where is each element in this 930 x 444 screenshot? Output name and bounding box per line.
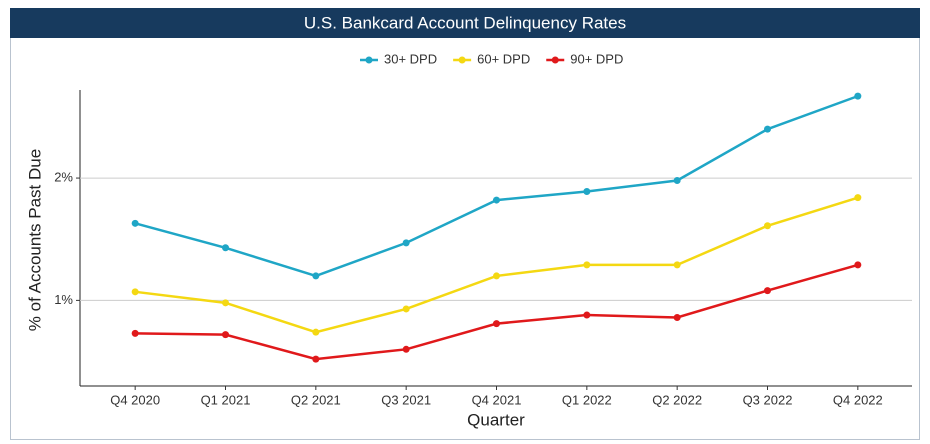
point [312, 355, 320, 363]
point [493, 196, 500, 204]
legend-label: 60+ DPD [477, 51, 530, 66]
point [673, 177, 681, 185]
point [131, 288, 139, 296]
x-axis-label: Quarter [467, 410, 525, 429]
legend-marker [365, 56, 373, 64]
x-tick-label: Q1 2021 [201, 392, 251, 407]
point [222, 244, 229, 252]
x-tick-label: Q4 2022 [833, 392, 883, 407]
x-tick-label: Q4 2020 [110, 392, 160, 407]
point [131, 329, 139, 337]
x-tick-label: Q3 2022 [743, 392, 793, 407]
x-tick-label: Q3 2021 [381, 392, 431, 407]
point [764, 222, 771, 230]
point [493, 320, 500, 328]
chart-title: U.S. Bankcard Account Delinquency Rates [304, 13, 626, 32]
point [222, 331, 229, 339]
x-tick-label: Q2 2021 [291, 392, 341, 407]
point [673, 261, 681, 269]
point [222, 299, 229, 307]
point [583, 188, 591, 196]
frame [10, 8, 920, 440]
point [402, 239, 410, 247]
y-tick-label: 2% [54, 170, 73, 185]
legend-label: 30+ DPD [384, 51, 437, 66]
point [131, 219, 139, 227]
x-tick-label: Q2 2022 [652, 392, 702, 407]
title-bar [10, 8, 920, 38]
x-tick-label: Q1 2022 [562, 392, 612, 407]
point [854, 194, 862, 202]
point [402, 305, 410, 313]
legend-label: 90+ DPD [570, 51, 623, 66]
point [312, 328, 320, 336]
legend-marker [551, 56, 559, 64]
point [583, 311, 591, 319]
point [402, 345, 410, 353]
point [673, 314, 681, 322]
legend-marker [458, 56, 466, 64]
point [583, 261, 591, 269]
point [764, 287, 771, 295]
point [854, 92, 862, 100]
point [493, 272, 500, 280]
point [854, 261, 862, 269]
y-tick-label: 1% [54, 292, 73, 307]
point [764, 125, 771, 133]
y-axis-label: % of Accounts Past Due [25, 149, 44, 331]
x-tick-label: Q4 2021 [472, 392, 522, 407]
point [312, 272, 320, 280]
